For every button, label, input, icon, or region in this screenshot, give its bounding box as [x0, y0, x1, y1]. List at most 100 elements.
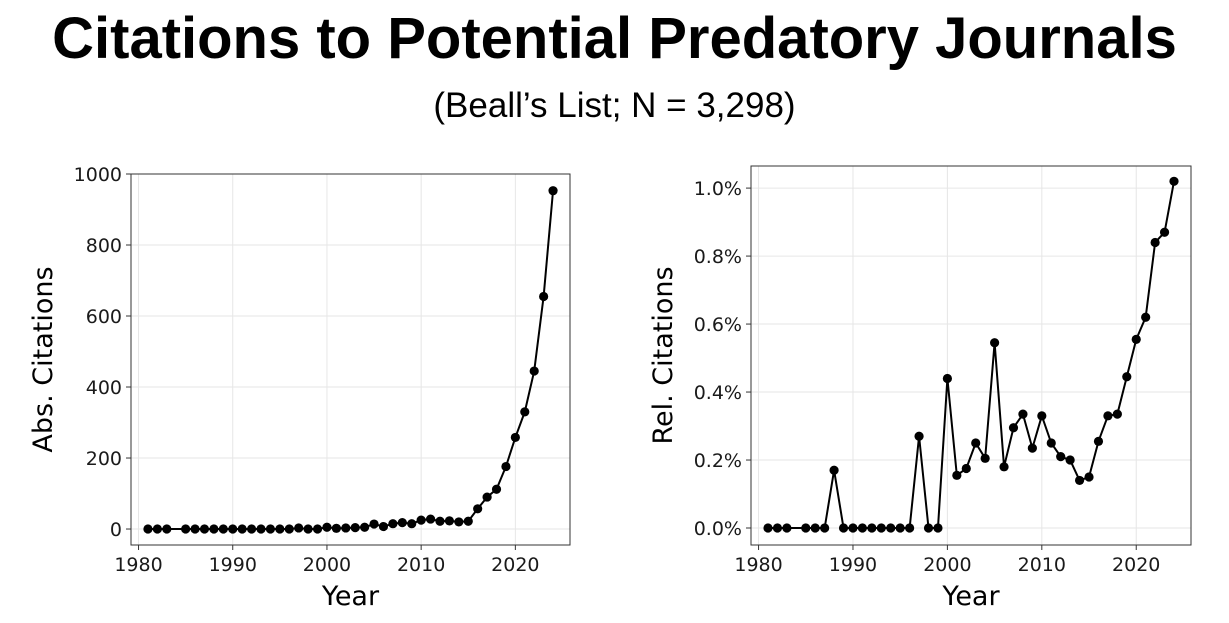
data-point — [152, 524, 162, 534]
data-point — [312, 524, 323, 534]
data-point — [162, 524, 172, 534]
data-point — [933, 523, 943, 533]
chart-title: Citations to Potential Predatory Journal… — [52, 6, 1177, 71]
data-point — [848, 523, 858, 533]
data-point — [838, 523, 849, 533]
data-point — [416, 515, 426, 525]
data-point — [1027, 443, 1037, 453]
data-point — [284, 524, 294, 534]
data-point — [923, 523, 934, 533]
data-point — [520, 407, 530, 417]
x-tick-label: 2020 — [1112, 554, 1160, 576]
y-tick-label: 600 — [86, 306, 122, 328]
series-line — [147, 190, 555, 531]
x-tick-label: 1980 — [734, 554, 782, 576]
data-point — [397, 518, 407, 528]
data-point — [275, 524, 285, 534]
x-tick-label: 2000 — [303, 554, 351, 576]
data-point — [1018, 409, 1028, 419]
data-point — [1037, 411, 1047, 421]
y-tick-label: 1.0% — [694, 178, 742, 200]
data-point — [322, 522, 332, 532]
data-point — [1065, 455, 1075, 465]
y-axis-title: Rel. Citations — [648, 266, 679, 444]
data-point — [407, 519, 417, 529]
chart-subtitle: (Beall’s List; N = 3,298) — [433, 86, 796, 125]
data-point — [1122, 372, 1132, 382]
data-point — [1046, 438, 1056, 448]
data-point — [360, 522, 370, 532]
data-point — [501, 461, 511, 472]
data-point — [341, 523, 351, 533]
data-point — [444, 516, 455, 526]
y-tick-label: 0.8% — [694, 246, 742, 268]
data-point — [1141, 312, 1151, 322]
data-point — [369, 519, 379, 529]
data-point — [539, 291, 549, 302]
data-point — [199, 524, 210, 534]
data-point — [942, 373, 952, 384]
data-point — [1169, 176, 1179, 186]
x-axis-title: Year — [321, 581, 380, 612]
x-tick-label: 2010 — [397, 554, 445, 576]
data-point — [1093, 436, 1104, 446]
panel-border — [130, 173, 571, 546]
data-point — [1112, 409, 1122, 419]
data-point — [491, 484, 502, 494]
data-point — [190, 524, 200, 534]
y-tick-label: 0.4% — [694, 382, 742, 404]
data-point — [473, 504, 483, 514]
y-tick-label: 0.6% — [694, 314, 742, 336]
x-tick-label: 2020 — [491, 554, 539, 576]
data-point — [763, 523, 773, 533]
data-point — [529, 366, 539, 376]
data-point — [905, 523, 915, 533]
data-point — [435, 516, 445, 526]
y-tick-label: 0 — [110, 519, 122, 541]
data-point — [829, 465, 839, 475]
abs-citations-chart: 1980 1990 2000 2010 2020 0 200 400 600 800 1000 Yea… — [28, 164, 571, 612]
series-line — [767, 181, 1175, 530]
data-point — [867, 523, 877, 533]
y-tick-label: 1000 — [74, 164, 122, 186]
data-point — [782, 523, 792, 533]
data-point — [237, 524, 247, 534]
data-point — [914, 431, 924, 441]
panel-border — [750, 165, 1192, 546]
x-tick-label: 1980 — [114, 554, 162, 576]
data-point — [980, 453, 990, 463]
data-point — [990, 338, 1000, 348]
y-tick-label: 400 — [86, 377, 122, 399]
y-tick-label: 0.0% — [694, 518, 742, 540]
data-point — [999, 462, 1009, 472]
data-point — [510, 432, 520, 443]
data-point — [218, 524, 228, 534]
data-point — [425, 514, 436, 524]
data-point — [548, 186, 558, 196]
data-point — [1150, 237, 1160, 248]
rel-citations-chart: 1980 1990 2000 2010 2020 0.0% 0.2% 0.4% 0.6% 0.8%… — [648, 165, 1192, 612]
data-point — [143, 524, 153, 534]
data-point — [388, 519, 398, 529]
data-point — [1056, 452, 1066, 462]
data-point — [876, 523, 886, 533]
data-point — [820, 523, 830, 533]
x-tick-label: 1990 — [209, 554, 257, 576]
data-point — [294, 523, 304, 533]
data-point — [801, 523, 811, 533]
data-point — [1074, 475, 1085, 486]
data-point — [350, 523, 360, 533]
data-point — [181, 524, 191, 534]
data-point — [886, 523, 896, 533]
data-point — [209, 524, 219, 534]
data-point — [454, 517, 464, 527]
data-point — [895, 523, 905, 533]
y-tick-label: 0.2% — [694, 450, 742, 472]
data-point — [1131, 334, 1141, 344]
data-point — [1084, 472, 1094, 482]
data-point — [228, 524, 238, 534]
data-point — [857, 523, 868, 533]
data-point — [378, 521, 389, 532]
data-point — [1103, 411, 1113, 421]
data-point — [482, 492, 492, 502]
